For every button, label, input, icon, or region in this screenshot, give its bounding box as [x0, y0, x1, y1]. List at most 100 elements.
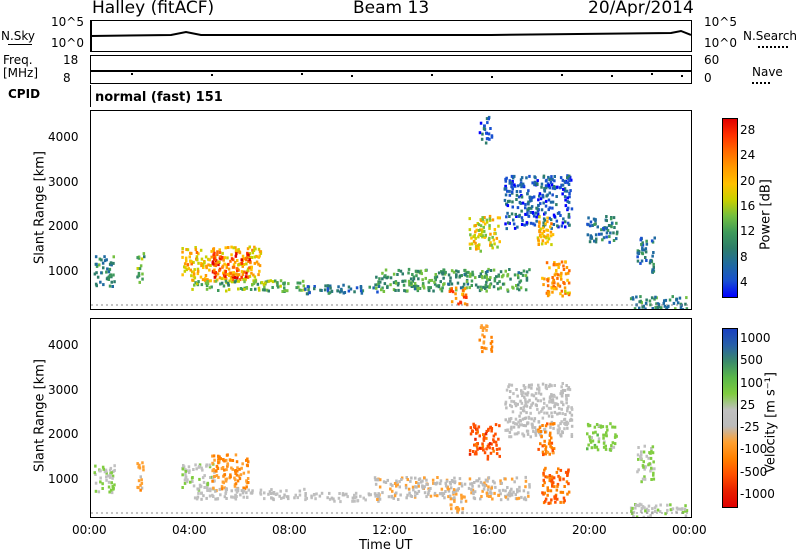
blob-10	[504, 382, 574, 439]
echo-cell	[392, 281, 396, 285]
echo-cell	[198, 464, 201, 468]
echo-cell	[195, 251, 199, 254]
echo-cell	[568, 179, 571, 183]
echo-cell	[193, 276, 197, 280]
echo-cell	[638, 300, 641, 304]
echo-cell	[488, 226, 491, 230]
echo-cell	[451, 290, 455, 294]
cpid-label: CPID	[8, 87, 41, 101]
nsearch-tick-top: 10^5	[704, 15, 737, 29]
echo-cell	[546, 220, 549, 224]
echo-cell	[645, 242, 649, 246]
echo-cell	[213, 255, 216, 259]
echo-cell	[439, 280, 442, 284]
echo-cell	[489, 451, 493, 455]
echo-cell	[530, 205, 534, 209]
echo-cell	[224, 279, 228, 283]
echo-cell	[526, 211, 529, 215]
echo-cell	[543, 188, 546, 192]
echo-cell	[453, 499, 456, 503]
echo-cell	[640, 480, 643, 484]
echo-cell	[495, 447, 499, 451]
echo-cell	[217, 461, 220, 465]
echo-cell	[520, 185, 523, 189]
echo-cell	[512, 400, 516, 404]
echo-cell	[456, 510, 459, 514]
echo-cell	[555, 269, 558, 272]
blob-7	[448, 286, 469, 307]
blob-5	[303, 283, 379, 296]
echo-cell	[213, 479, 216, 483]
echo-cell	[442, 492, 446, 496]
echo-cell	[526, 202, 530, 206]
echo-cell	[384, 481, 388, 484]
echo-cell	[253, 261, 257, 265]
echo-cell	[143, 255, 146, 259]
echo-cell	[515, 198, 518, 201]
echo-cell	[94, 464, 97, 468]
echo-cell	[416, 289, 420, 293]
echo-cell	[588, 435, 591, 439]
echo-cell	[514, 404, 518, 408]
echo-cell	[230, 489, 233, 493]
echo-cell	[477, 229, 481, 232]
echo-cell	[537, 429, 540, 433]
blob-13	[586, 215, 619, 244]
echo-cell	[219, 493, 222, 497]
echo-cell	[537, 386, 541, 390]
echo-cell	[256, 282, 260, 286]
echo-cell	[287, 497, 290, 501]
echo-cell	[345, 492, 348, 496]
echo-cell	[259, 251, 263, 255]
echo-cell	[298, 281, 302, 285]
echo-cell	[481, 333, 484, 337]
echo-cell	[373, 476, 377, 480]
echo-cell	[478, 434, 481, 438]
echo-cell	[602, 436, 605, 440]
echo-cell	[442, 268, 445, 272]
echo-cell	[647, 456, 650, 460]
echo-cell	[546, 278, 549, 282]
echo-cell	[224, 479, 228, 483]
echo-cell	[645, 454, 648, 458]
echo-cell	[519, 279, 523, 283]
echo-cell	[232, 263, 236, 267]
echo-cell	[566, 387, 570, 391]
echo-cell	[539, 399, 542, 403]
echo-cell	[235, 252, 238, 256]
echo-cell	[137, 486, 140, 490]
echo-cell	[487, 132, 491, 136]
echo-cell	[340, 289, 343, 293]
echo-cell	[538, 426, 542, 430]
echo-cell	[592, 217, 596, 221]
echo-cell	[641, 248, 644, 252]
echo-cell	[517, 276, 520, 280]
echo-cell	[190, 262, 193, 266]
echo-cell	[570, 178, 573, 182]
echo-cell	[431, 478, 435, 482]
echo-cell	[557, 266, 560, 269]
echo-cell	[105, 469, 108, 473]
echo-cell	[567, 200, 571, 204]
echo-cell	[198, 477, 201, 481]
echo-cell	[393, 482, 397, 485]
echo-cell	[545, 236, 548, 240]
power-colorbar-tick: 4	[740, 275, 748, 290]
echo-cell	[484, 233, 487, 237]
echo-cell	[517, 431, 520, 435]
echo-cell	[193, 283, 196, 287]
echo-cell	[510, 405, 513, 409]
echo-cell	[485, 275, 489, 279]
echo-cell	[564, 260, 567, 264]
echo-cell	[466, 274, 469, 278]
echo-cell	[470, 236, 473, 240]
echo-cell	[426, 492, 430, 496]
echo-cell	[548, 191, 551, 195]
echo-cell	[528, 485, 531, 489]
echo-cell	[520, 223, 524, 226]
echo-cell	[550, 420, 554, 424]
echo-cell	[423, 485, 426, 489]
echo-cell	[483, 229, 486, 233]
echo-cell	[568, 269, 571, 273]
blob-10	[503, 174, 574, 231]
